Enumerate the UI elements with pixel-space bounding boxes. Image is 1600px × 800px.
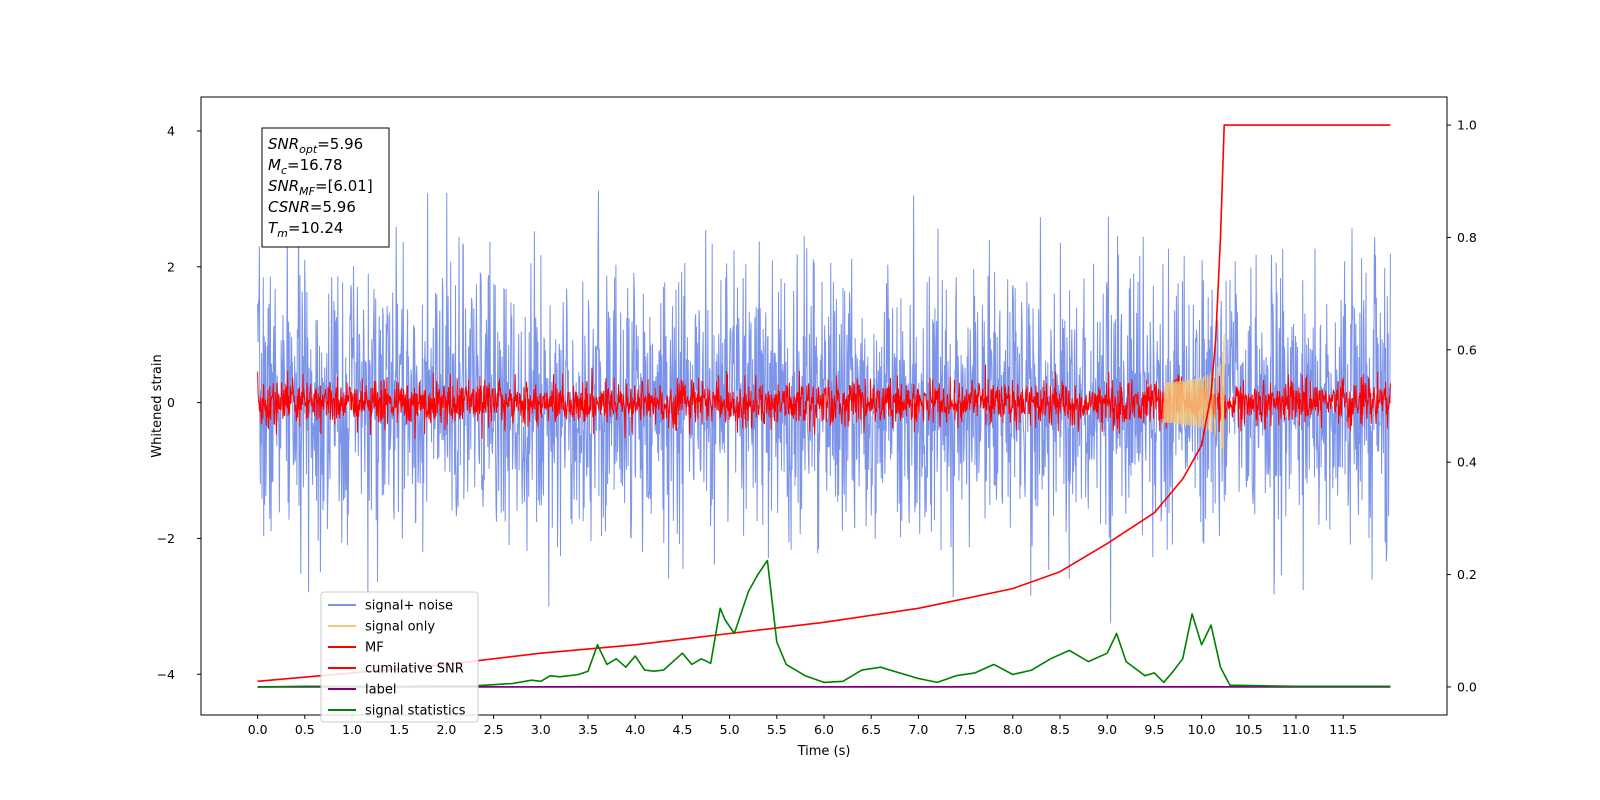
x-tick-label: 2.5 (484, 722, 504, 737)
x-tick-label: 6.0 (814, 722, 834, 737)
y-left-tick-label: −2 (157, 531, 175, 546)
x-tick-label: 8.5 (1050, 722, 1070, 737)
legend-label: MF (365, 641, 384, 656)
y-right-tick-label: 1.0 (1457, 118, 1477, 133)
y-right-tick-label: 0.2 (1457, 567, 1477, 582)
legend-label: signal only (365, 620, 435, 635)
legend-frame (320, 591, 479, 723)
annotation-line: CSNR=5.96 (268, 198, 356, 216)
y-left-tick-label: 0 (167, 395, 175, 410)
legend-label: label (365, 683, 396, 698)
x-tick-label: 7.5 (956, 722, 976, 737)
y-left-tick-label: 4 (167, 123, 175, 138)
x-tick-label: 11.5 (1329, 722, 1357, 737)
annotation-line: Tm=10.24 (268, 219, 343, 240)
annotation-box: SNRopt=5.96Mc=16.78SNRMF=[6.01]CSNR=5.96… (261, 127, 390, 248)
x-tick-label: 2.0 (436, 722, 456, 737)
x-tick-label: 5.5 (767, 722, 787, 737)
x-tick-label: 5.0 (720, 722, 740, 737)
x-tick-label: 1.0 (342, 722, 362, 737)
x-tick-label: 11.0 (1282, 722, 1310, 737)
legend-label: cumilative SNR (365, 662, 464, 677)
annotation-line: SNRopt=5.96 (268, 135, 363, 156)
x-tick-label: 0.5 (295, 722, 315, 737)
x-tick-label: 3.0 (531, 722, 551, 737)
annotation-line: Mc=16.78 (268, 156, 343, 177)
x-tick-label: 4.0 (625, 722, 645, 737)
y-axis-label: Whitened strain (150, 354, 165, 457)
x-tick-label: 8.0 (1003, 722, 1023, 737)
x-tick-label: 3.5 (578, 722, 598, 737)
annotation-frame (261, 127, 390, 248)
x-tick-label: 10.0 (1188, 722, 1216, 737)
series-line-cumilative-snr (257, 124, 1391, 683)
x-tick-label: 4.5 (672, 722, 692, 737)
legend-label: signal statistics (365, 704, 466, 719)
x-tick-label: 10.5 (1235, 722, 1263, 737)
legend: signal+ noise signal only MF cumilative SNR… (320, 591, 479, 723)
x-tick-label: 9.5 (1144, 722, 1164, 737)
y-left-tick-label: −4 (157, 667, 175, 682)
y-axis-left: 4 2 0 −2 −4 (157, 123, 201, 682)
series-line-signal-only (1163, 333, 1225, 459)
x-tick-label: 1.5 (389, 722, 409, 737)
x-tick-label: 6.5 (861, 722, 881, 737)
y-right-tick-label: 0.6 (1457, 342, 1477, 357)
x-tick-label: 9.0 (1097, 722, 1117, 737)
y-right-tick-label: 0.0 (1457, 679, 1477, 694)
y-axis-right: 1.0 0.8 0.6 0.4 0.2 0.0 (1447, 118, 1477, 694)
y-right-tick-label: 0.8 (1457, 230, 1477, 245)
x-axis-label: Time (s) (797, 744, 851, 759)
x-axis: 0.0 0.5 1.0 1.5 2.0 2.5 3.0 3.5 4.0 4.5 5.0 5.5 6.0 6… (248, 715, 1357, 737)
x-tick-label: 7.0 (908, 722, 928, 737)
series-line-signal-statistics (257, 559, 1391, 688)
annotation-line: SNRMF=[6.01] (268, 177, 373, 198)
legend-label: signal+ noise (365, 599, 453, 614)
x-tick-label: 0.0 (248, 722, 268, 737)
y-left-tick-label: 2 (167, 259, 175, 274)
y-right-tick-label: 0.4 (1457, 455, 1477, 470)
